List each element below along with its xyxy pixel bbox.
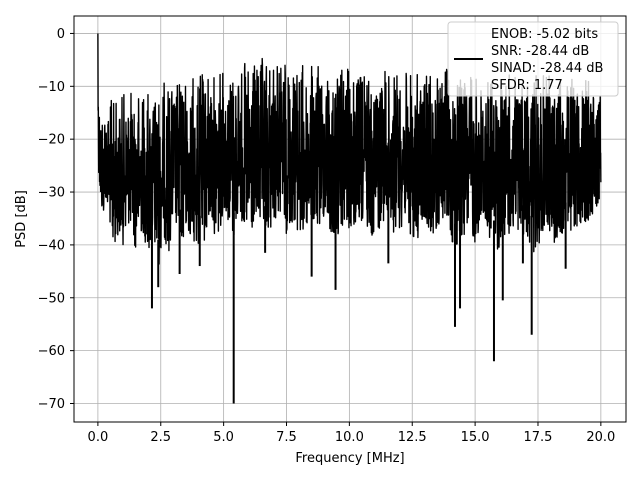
legend: ENOB: -5.02 bits SNR: -28.44 dB SINAD: -… — [447, 21, 619, 97]
x-tick-label: 10.0 — [335, 430, 364, 445]
y-axis-label: PSD [dB] — [14, 190, 29, 248]
legend-entry-sinad: SINAD: -28.44 dB — [491, 61, 603, 76]
y-tick-label: 0 — [57, 27, 65, 42]
legend-entry-enob: ENOB: -5.02 bits — [491, 27, 598, 42]
legend-entry-snr: SNR: -28.44 dB — [491, 44, 589, 59]
x-tick-label: 12.5 — [398, 430, 427, 445]
y-tick-label: −30 — [38, 186, 65, 201]
x-axis-ticks: 0.0 2.5 5.0 7.5 10.0 12.5 15.0 17.5 20.0 — [88, 422, 615, 445]
x-tick-label: 0.0 — [88, 430, 109, 445]
y-tick-label: −50 — [38, 291, 65, 306]
x-tick-label: 20.0 — [586, 430, 615, 445]
y-tick-label: −70 — [38, 397, 65, 412]
x-tick-label: 5.0 — [213, 430, 234, 445]
x-tick-label: 7.5 — [276, 430, 297, 445]
x-tick-label: 2.5 — [150, 430, 171, 445]
x-tick-label: 17.5 — [524, 430, 553, 445]
y-tick-label: −10 — [38, 80, 65, 95]
psd-trace — [97, 33, 602, 265]
y-tick-label: −60 — [38, 344, 65, 359]
series-layer — [97, 33, 602, 404]
x-axis-label: Frequency [MHz] — [295, 451, 404, 466]
legend-entry-sfdr: SFDR: 1.77 — [491, 78, 563, 93]
plot-frame — [73, 15, 627, 423]
legend-box — [447, 21, 619, 97]
x-tick-label: 15.0 — [461, 430, 490, 445]
y-tick-label: −40 — [38, 238, 65, 253]
y-axis-ticks: 0 −10 −20 −30 −40 −50 −60 −70 — [38, 27, 74, 412]
y-tick-label: −20 — [38, 133, 65, 148]
